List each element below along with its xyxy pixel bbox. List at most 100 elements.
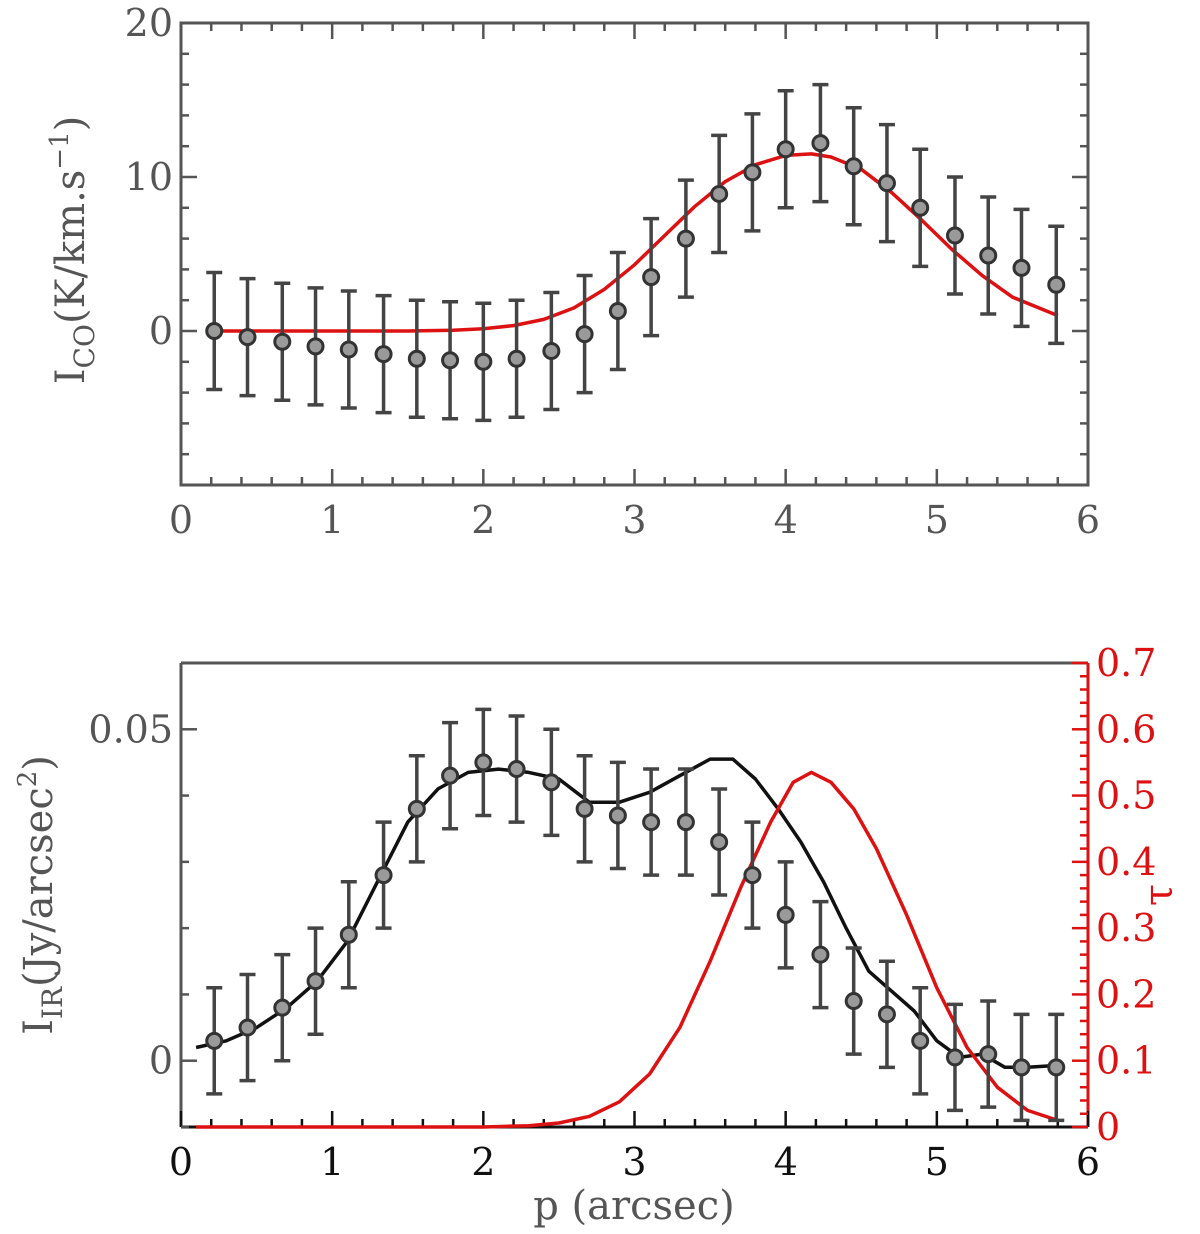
- bottom-y2tick-labels: 0 0.1 0.2 0.3 0.4 0.5 0.6 0.7: [1096, 641, 1156, 1149]
- bottom-y2tick-label: 0.1: [1096, 1039, 1156, 1083]
- bottom-ytick-label: 0: [149, 1039, 173, 1083]
- top-data-point: [776, 140, 795, 159]
- top-xtick-labels: 0 1 2 3 4 5 6: [169, 498, 1100, 542]
- bottom-y2tick-label: 0.2: [1096, 972, 1156, 1016]
- top-ylabel-sub: CO: [68, 324, 101, 368]
- top-points: [205, 82, 1066, 423]
- bottom-y-axis-title: IIR(Jy/arcsec2): [13, 755, 69, 1035]
- top-ylabel-main: I: [48, 368, 94, 384]
- top-ylabel-close: ): [48, 116, 94, 132]
- bottom-data-point: [979, 1045, 998, 1064]
- bottom-x-axis-title: p (arcsec): [533, 1183, 735, 1229]
- top-data-point: [676, 229, 695, 248]
- bottom-data-point: [1047, 1058, 1066, 1077]
- bottom-series-tau: [196, 770, 1059, 1129]
- bottom-data-point: [339, 925, 358, 944]
- top-data-point: [306, 337, 325, 356]
- top-data-point: [911, 198, 930, 217]
- top-data-point: [877, 174, 896, 193]
- top-ylabel-rest: (K/km.s: [48, 170, 94, 324]
- top-xtick-label: 6: [1076, 498, 1100, 542]
- top-ytick-label: 10: [125, 155, 173, 199]
- top-data-point: [710, 184, 729, 203]
- top-xtick-label: 1: [320, 498, 344, 542]
- top-xtick-label: 2: [471, 498, 495, 542]
- top-panel: 0 1 2 3 4 5 6 0 10 20 ICO(K/km.s−1): [45, 1, 1100, 542]
- bottom-ylabel-sub: IR: [36, 986, 69, 1019]
- bottom-data-point: [676, 813, 695, 832]
- bottom-data-point: [911, 1031, 930, 1050]
- bottom-data-point: [575, 799, 594, 818]
- bottom-y2tick-label: 0.5: [1096, 774, 1156, 818]
- top-xtick-label: 0: [169, 498, 193, 542]
- top-data-point: [339, 340, 358, 359]
- top-data-point: [507, 349, 526, 368]
- top-data-point: [608, 301, 627, 320]
- top-data-point: [1012, 258, 1031, 277]
- bottom-data-point: [273, 998, 292, 1017]
- top-series-co-model: [211, 152, 1059, 333]
- top-ticks: [179, 21, 1090, 487]
- bottom-data-point: [776, 905, 795, 924]
- bottom-data-point: [542, 773, 561, 792]
- top-xtick-label: 5: [925, 498, 949, 542]
- bottom-ticks: [179, 661, 1090, 1129]
- bottom-xtick-label: 3: [622, 1140, 646, 1184]
- bottom-data-point: [507, 760, 526, 779]
- top-data-point: [945, 226, 964, 245]
- bottom-ylabel-sup: 2: [13, 771, 43, 788]
- bottom-xtick-label: 1: [320, 1140, 344, 1184]
- top-data-point: [205, 322, 224, 340]
- top-ylabel-sup: −1: [45, 131, 75, 169]
- bottom-y2-axis-title: τ: [1136, 884, 1182, 906]
- bottom-data-point: [238, 1018, 257, 1037]
- bottom-data-point: [844, 992, 863, 1011]
- top-data-point: [238, 328, 257, 347]
- bottom-xtick-label: 6: [1076, 1140, 1100, 1184]
- bottom-ylabel-rest: (Jy/arcsec: [16, 787, 62, 987]
- bottom-data-point: [608, 806, 627, 825]
- bottom-series-ir-model: [195, 757, 1058, 1070]
- top-data-point: [979, 246, 998, 265]
- bottom-series: [195, 757, 1059, 1129]
- top-xtick-label: 4: [774, 498, 798, 542]
- bottom-ylabel-close: ): [16, 755, 62, 771]
- top-plot-frame: [179, 21, 1090, 487]
- bottom-ytick-label: 0.05: [88, 707, 173, 751]
- bottom-y2tick-label: 0: [1096, 1105, 1120, 1149]
- bottom-data-point: [1012, 1058, 1031, 1077]
- top-data-point: [743, 163, 762, 182]
- bottom-data-point: [441, 766, 460, 785]
- top-data-point: [542, 342, 561, 361]
- bottom-xtick-label: 5: [925, 1140, 949, 1184]
- bottom-data-point: [710, 832, 729, 851]
- top-xtick-label: 3: [622, 498, 646, 542]
- bottom-xtick-label: 4: [774, 1140, 798, 1184]
- top-data-point: [642, 268, 661, 287]
- bottom-data-point: [811, 945, 830, 964]
- bottom-data-point: [642, 813, 661, 832]
- bottom-y2tick-label: 0.6: [1096, 707, 1156, 751]
- bottom-data-point: [474, 753, 493, 772]
- bottom-y2tick-label: 0.7: [1096, 641, 1156, 685]
- bottom-xtick-labels: 0 1 2 3 4 5 6: [169, 1140, 1100, 1184]
- top-data-point: [374, 345, 393, 364]
- bottom-data-point: [306, 972, 325, 991]
- top-data-point: [441, 351, 460, 370]
- bottom-panel: 0 1 2 3 4 5 6 0 0.05 0 0.1 0.2 0.3 0.4 0.5 0.6 0.7 IIR…: [13, 641, 1182, 1229]
- bottom-data-point: [743, 866, 762, 885]
- top-data-point: [575, 325, 594, 344]
- bottom-data-point: [205, 1031, 224, 1050]
- top-data-point: [407, 349, 426, 368]
- top-series: [211, 152, 1059, 333]
- bottom-y2tick-label: 0.4: [1096, 840, 1156, 884]
- bottom-y2tick-label: 0.3: [1096, 906, 1156, 950]
- bottom-xtick-label: 0: [169, 1140, 193, 1184]
- top-ytick-label: 0: [149, 309, 173, 353]
- top-data-point: [811, 134, 830, 153]
- top-ytick-label: 20: [125, 1, 173, 45]
- top-data-point: [474, 352, 493, 371]
- bottom-points: [205, 707, 1066, 1123]
- bottom-data-point: [407, 799, 426, 818]
